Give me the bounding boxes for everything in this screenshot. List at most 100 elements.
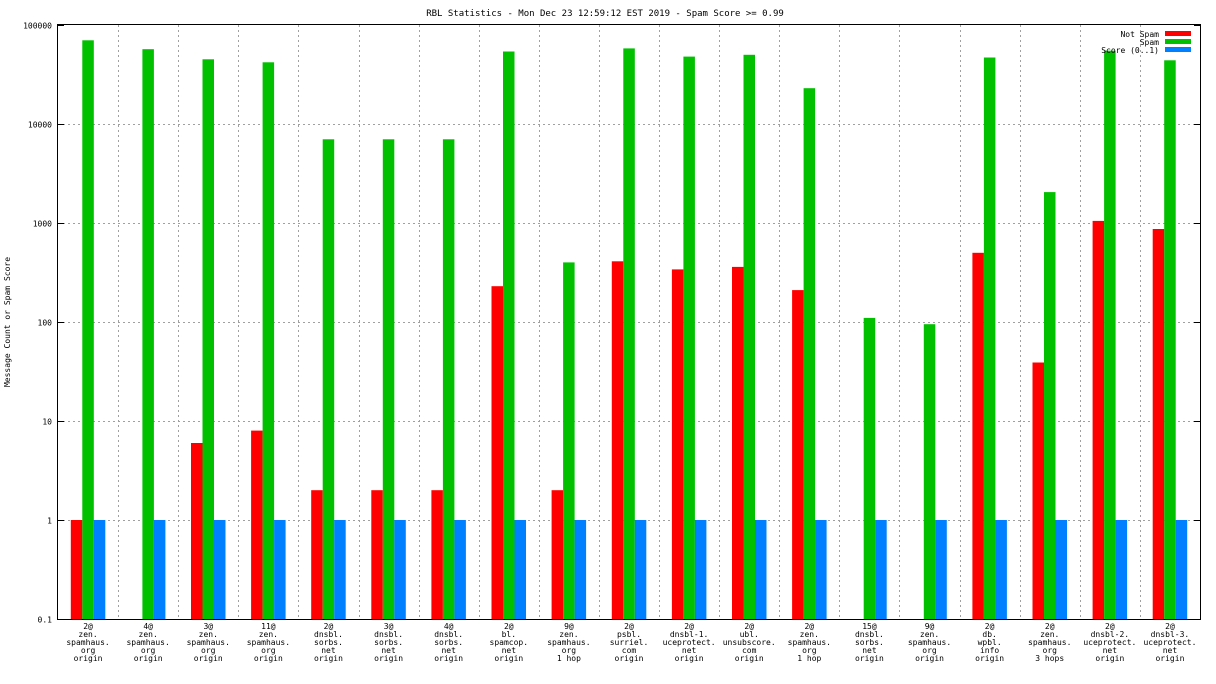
y-tick-label: 1 <box>47 517 52 526</box>
x-category-label: origin <box>194 654 223 663</box>
x-category-label: ubl. <box>740 630 759 639</box>
bar-spam <box>563 262 575 619</box>
legend-label: Score (0..1) <box>1101 46 1159 55</box>
y-tick-label: 0.1 <box>38 616 53 625</box>
x-category-label: uceprotect. <box>663 638 716 647</box>
bar-not-spam <box>251 430 263 619</box>
bar-score-0-1- <box>1115 520 1128 619</box>
x-category-label: sorbs. <box>314 638 343 647</box>
x-category-label: origin <box>915 654 944 663</box>
bar-spam <box>1104 50 1116 619</box>
x-category-label: sorbs. <box>374 638 403 647</box>
x-category-label: db. <box>982 630 996 639</box>
bar-score-0-1- <box>634 520 647 619</box>
x-category-label: spamhaus. <box>187 638 230 647</box>
x-category-label: dnsbl-2. <box>1091 630 1130 639</box>
x-category-label: net <box>321 646 336 655</box>
x-category-label: 3 hops <box>1035 654 1064 663</box>
x-category-label: 2@ <box>1045 622 1055 631</box>
bar-not-spam <box>1092 220 1105 619</box>
legend-label: Spam <box>1140 38 1159 47</box>
x-category-label: 3@ <box>384 622 394 631</box>
bar-score-0-1- <box>875 520 887 619</box>
x-category-label: org <box>201 646 216 655</box>
bar-spam <box>1044 192 1056 619</box>
bar-score-0-1- <box>454 520 466 619</box>
bar-spam <box>923 324 936 619</box>
x-category-label: 1 hop <box>797 654 821 663</box>
bar-spam <box>82 40 94 620</box>
x-category-label: sorbs. <box>855 638 884 647</box>
x-category-label: org <box>802 646 817 655</box>
x-category-label: 9@ <box>925 622 935 631</box>
bar-not-spam <box>191 443 203 619</box>
x-category-label: 2@ <box>1165 622 1175 631</box>
bar-score-0-1- <box>93 520 106 619</box>
x-category-label: uceprotect. <box>1083 638 1136 647</box>
bar-spam <box>142 49 154 619</box>
y-tick-label: 1000 <box>33 220 52 229</box>
bar-spam <box>322 139 335 620</box>
x-category-label: net <box>1103 646 1118 655</box>
x-category-label: spamhaus. <box>126 638 169 647</box>
x-category-label: net <box>1163 646 1178 655</box>
x-category-label: zen. <box>920 630 939 639</box>
bar-score-0-1- <box>1175 520 1188 619</box>
bar-spam <box>623 48 635 619</box>
bar-not-spam <box>1032 362 1044 619</box>
bar-score-0-1- <box>153 520 166 619</box>
bar-score-0-1- <box>514 520 526 619</box>
x-category-label: 1 hop <box>557 654 581 663</box>
x-category-label: 2@ <box>1105 622 1115 631</box>
bar-spam <box>1164 60 1176 620</box>
x-category-label: bl. <box>502 630 516 639</box>
bar-not-spam <box>70 520 83 619</box>
bar-score-0-1- <box>334 520 346 619</box>
x-category-label: com <box>742 646 757 655</box>
x-category-label: zen. <box>559 630 578 639</box>
x-category-label: origin <box>254 654 283 663</box>
x-category-label: 4@ <box>143 622 153 631</box>
x-category-label: wpbl. <box>978 638 1002 647</box>
bar-spam <box>503 51 515 619</box>
x-category-label: spamhaus. <box>908 638 951 647</box>
x-category-label: dnsbl-3. <box>1151 630 1190 639</box>
x-category-label: com <box>622 646 637 655</box>
x-category-label: 2@ <box>985 622 995 631</box>
x-category-label: dnsbl-1. <box>670 630 709 639</box>
x-category-label: org <box>81 646 96 655</box>
x-category-label: spamhaus. <box>247 638 290 647</box>
x-category-label: spamcop. <box>490 638 529 647</box>
x-category-label: origin <box>314 654 343 663</box>
x-category-label: dnsbl. <box>434 630 463 639</box>
bar-spam <box>983 57 996 619</box>
y-tick-label: 100 <box>38 319 53 328</box>
bar-score-0-1- <box>1055 520 1067 619</box>
x-category-label: origin <box>434 654 463 663</box>
x-category-label: org <box>1043 646 1058 655</box>
x-category-label: spamhaus. <box>1028 638 1071 647</box>
bars <box>70 40 1188 620</box>
x-category-label: 2@ <box>744 622 754 631</box>
bar-spam <box>803 88 816 619</box>
bar-score-0-1- <box>274 520 286 619</box>
bar-spam <box>262 62 275 620</box>
bar-not-spam <box>792 290 804 619</box>
bar-spam <box>202 59 214 620</box>
bar-score-0-1- <box>394 520 406 619</box>
x-category-label: origin <box>1155 654 1184 663</box>
x-category-label: uceprotect. <box>1143 638 1196 647</box>
x-category-label: org <box>141 646 156 655</box>
bar-not-spam <box>371 490 383 619</box>
bar-score-0-1- <box>995 520 1007 619</box>
x-category-label: dnsbl. <box>855 630 884 639</box>
chart-title: RBL Statistics - Mon Dec 23 12:59:12 EST… <box>426 9 784 19</box>
x-category-label: 2@ <box>324 622 334 631</box>
x-category-label: 2@ <box>624 622 634 631</box>
x-category-label: net <box>381 646 396 655</box>
legend-label: Not Spam <box>1120 30 1159 39</box>
x-category-label: spamhaus. <box>66 638 109 647</box>
x-category-label: zen. <box>1040 630 1059 639</box>
x-category-label: origin <box>855 654 884 663</box>
